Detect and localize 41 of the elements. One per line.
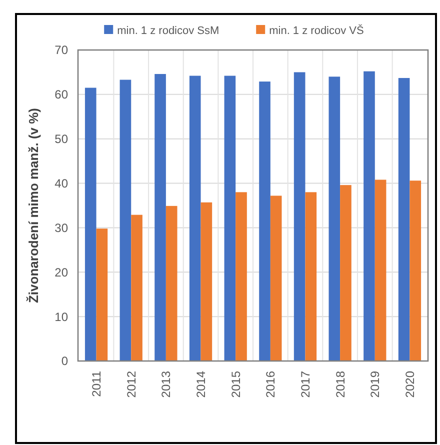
x-tick-label: 2012 xyxy=(124,370,138,398)
bar xyxy=(340,185,352,361)
bar xyxy=(154,74,166,361)
bar xyxy=(166,206,178,361)
bar xyxy=(374,180,386,361)
y-tick-label: 30 xyxy=(54,220,68,235)
bar xyxy=(120,80,132,361)
bar xyxy=(200,202,212,361)
x-tick-label: 2017 xyxy=(298,370,312,398)
bar xyxy=(294,72,306,361)
bar xyxy=(131,214,142,361)
bar xyxy=(270,196,282,361)
bar xyxy=(96,228,108,361)
bar xyxy=(305,192,317,361)
y-tick-label: 50 xyxy=(54,132,68,146)
x-tick-label: 2014 xyxy=(194,370,208,398)
y-axis-title: Živonarodení mimo manž. (v %) xyxy=(26,108,41,304)
y-tick-label: 0 xyxy=(61,354,68,368)
bar xyxy=(259,82,270,361)
x-tick-label: 2019 xyxy=(368,370,382,398)
x-tick-label: 2015 xyxy=(228,370,243,398)
x-tick-label: 2013 xyxy=(159,370,174,398)
x-tick-label: 2011 xyxy=(89,370,104,397)
legend-label: min. 1 z rodicov SsM xyxy=(117,24,220,37)
bar xyxy=(398,78,410,361)
bar xyxy=(189,76,201,361)
bar xyxy=(84,88,96,361)
y-tick-label: 10 xyxy=(54,310,68,324)
bar xyxy=(224,76,236,361)
y-tick-label: 20 xyxy=(54,265,68,280)
y-tick-label: 60 xyxy=(54,88,68,102)
y-tick-label: 70 xyxy=(54,43,68,58)
bar xyxy=(364,71,375,361)
bar xyxy=(236,192,247,361)
x-tick-label: 2016 xyxy=(264,370,278,398)
bar xyxy=(410,180,422,361)
x-tick-label: 2018 xyxy=(333,370,348,398)
bar xyxy=(328,76,340,361)
x-tick-label: 2020 xyxy=(402,370,417,398)
legend-label: min. 1 z rodicov VŠ xyxy=(269,24,364,37)
y-tick-label: 40 xyxy=(54,176,68,190)
